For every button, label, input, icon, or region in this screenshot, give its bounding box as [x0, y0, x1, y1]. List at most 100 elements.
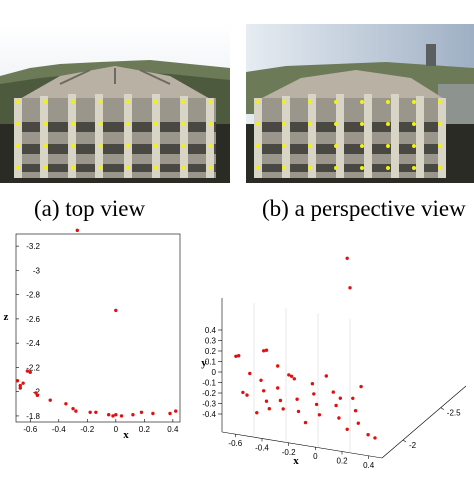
- data-point: [356, 421, 360, 425]
- y-tick-label: -0.3: [202, 400, 216, 409]
- data-point: [348, 286, 352, 290]
- data-point: [278, 398, 283, 403]
- y-tick-label: 0.4: [205, 326, 217, 335]
- data-point: [262, 389, 266, 393]
- data-point: [248, 371, 252, 376]
- feature-point: [282, 122, 286, 126]
- feature-point: [153, 122, 158, 126]
- feature-point: [360, 166, 364, 170]
- feature-point: [153, 100, 158, 104]
- data-point: [345, 427, 349, 431]
- feature-point: [412, 100, 416, 104]
- data-point: [289, 374, 294, 378]
- z-tick-label: -2.5: [447, 409, 461, 418]
- feature-point: [153, 166, 158, 170]
- data-point: [255, 411, 259, 415]
- feature-point: [438, 122, 442, 126]
- data-point: [334, 403, 338, 408]
- x-tick-label: -0.2: [80, 425, 94, 434]
- feature-point: [71, 100, 75, 104]
- feature-point: [386, 100, 390, 104]
- feature-point: [256, 100, 260, 104]
- feature-point: [16, 100, 20, 104]
- y-tick-label: -3.2: [26, 242, 40, 251]
- data-point: [106, 413, 111, 417]
- x-axis-label: x: [123, 429, 129, 441]
- data-point: [267, 407, 271, 411]
- feature-point: [43, 166, 48, 170]
- feature-point: [43, 144, 48, 148]
- scatter-top-view: -0.6 -0.4 -0.2 0 0.2 0.4 -3.2 -3 -2.8 -2.6 -2.4 -2.…: [0, 228, 236, 474]
- data-point: [296, 409, 301, 414]
- y-tick-label: -2.8: [26, 291, 40, 300]
- y-tick-label: -2.2: [26, 363, 40, 372]
- feature-point: [16, 166, 20, 170]
- feature-point: [256, 144, 260, 148]
- x-tick-label: 0: [313, 452, 318, 461]
- data-point: [373, 436, 377, 440]
- data-point: [310, 382, 315, 386]
- data-point: [75, 228, 80, 233]
- data-point: [111, 414, 115, 418]
- data-point: [337, 416, 341, 420]
- feature-point: [126, 122, 130, 126]
- feature-point: [71, 166, 75, 170]
- feature-point: [334, 122, 338, 126]
- data-point: [139, 410, 144, 414]
- data-point: [292, 377, 296, 381]
- data-point: [245, 393, 249, 397]
- data-point: [241, 390, 245, 395]
- data-point: [114, 308, 118, 313]
- feature-point: [308, 100, 312, 104]
- data-point: [359, 384, 363, 389]
- data-point: [94, 410, 98, 414]
- y-tick-label: -2.6: [26, 315, 40, 324]
- data-point: [237, 354, 241, 358]
- data-point: [119, 414, 124, 418]
- data-point: [64, 402, 68, 406]
- feature-point: [360, 144, 364, 148]
- feature-point: [334, 166, 338, 170]
- y-tick-label: 0.3: [205, 337, 217, 346]
- z-tick: [440, 407, 444, 410]
- x-tick-label: -0.6: [228, 439, 242, 448]
- data-point: [262, 349, 266, 353]
- data-point: [276, 386, 280, 390]
- data-point: [295, 397, 299, 401]
- feature-point: [208, 100, 213, 104]
- data-point: [88, 410, 92, 414]
- feature-point: [153, 144, 158, 148]
- data-point: [48, 398, 52, 402]
- data-point: [345, 256, 349, 260]
- data-point: [71, 406, 75, 411]
- feature-point: [98, 166, 103, 170]
- data-point: [151, 411, 155, 416]
- feature-point: [126, 100, 130, 104]
- photo-perspective-view: [246, 24, 474, 183]
- x-tick-label: -0.4: [52, 425, 66, 434]
- data-point: [21, 381, 25, 385]
- data-point: [276, 364, 280, 368]
- feature-point: [126, 144, 130, 148]
- feature-point: [282, 166, 286, 170]
- data-point: [18, 386, 22, 390]
- feature-point: [71, 144, 75, 148]
- feature-point: [308, 166, 312, 170]
- feature-point: [438, 166, 442, 170]
- data-point: [168, 411, 172, 416]
- feature-point: [181, 122, 185, 126]
- data-point: [281, 407, 285, 411]
- data-point: [28, 370, 32, 374]
- y-tick-label: -0.1: [202, 379, 216, 388]
- feature-point: [386, 166, 390, 170]
- data-point: [314, 402, 319, 407]
- y-tick-label: -3: [33, 266, 41, 275]
- x-tick-label: -0.2: [282, 448, 296, 457]
- x-tick-label: -0.4: [255, 444, 269, 453]
- data-point: [366, 433, 370, 437]
- y-tick-label: -2.4: [26, 339, 40, 348]
- data-point: [35, 393, 40, 398]
- data-point: [312, 392, 316, 396]
- photo-top-view: [0, 24, 230, 183]
- feature-point: [181, 100, 185, 104]
